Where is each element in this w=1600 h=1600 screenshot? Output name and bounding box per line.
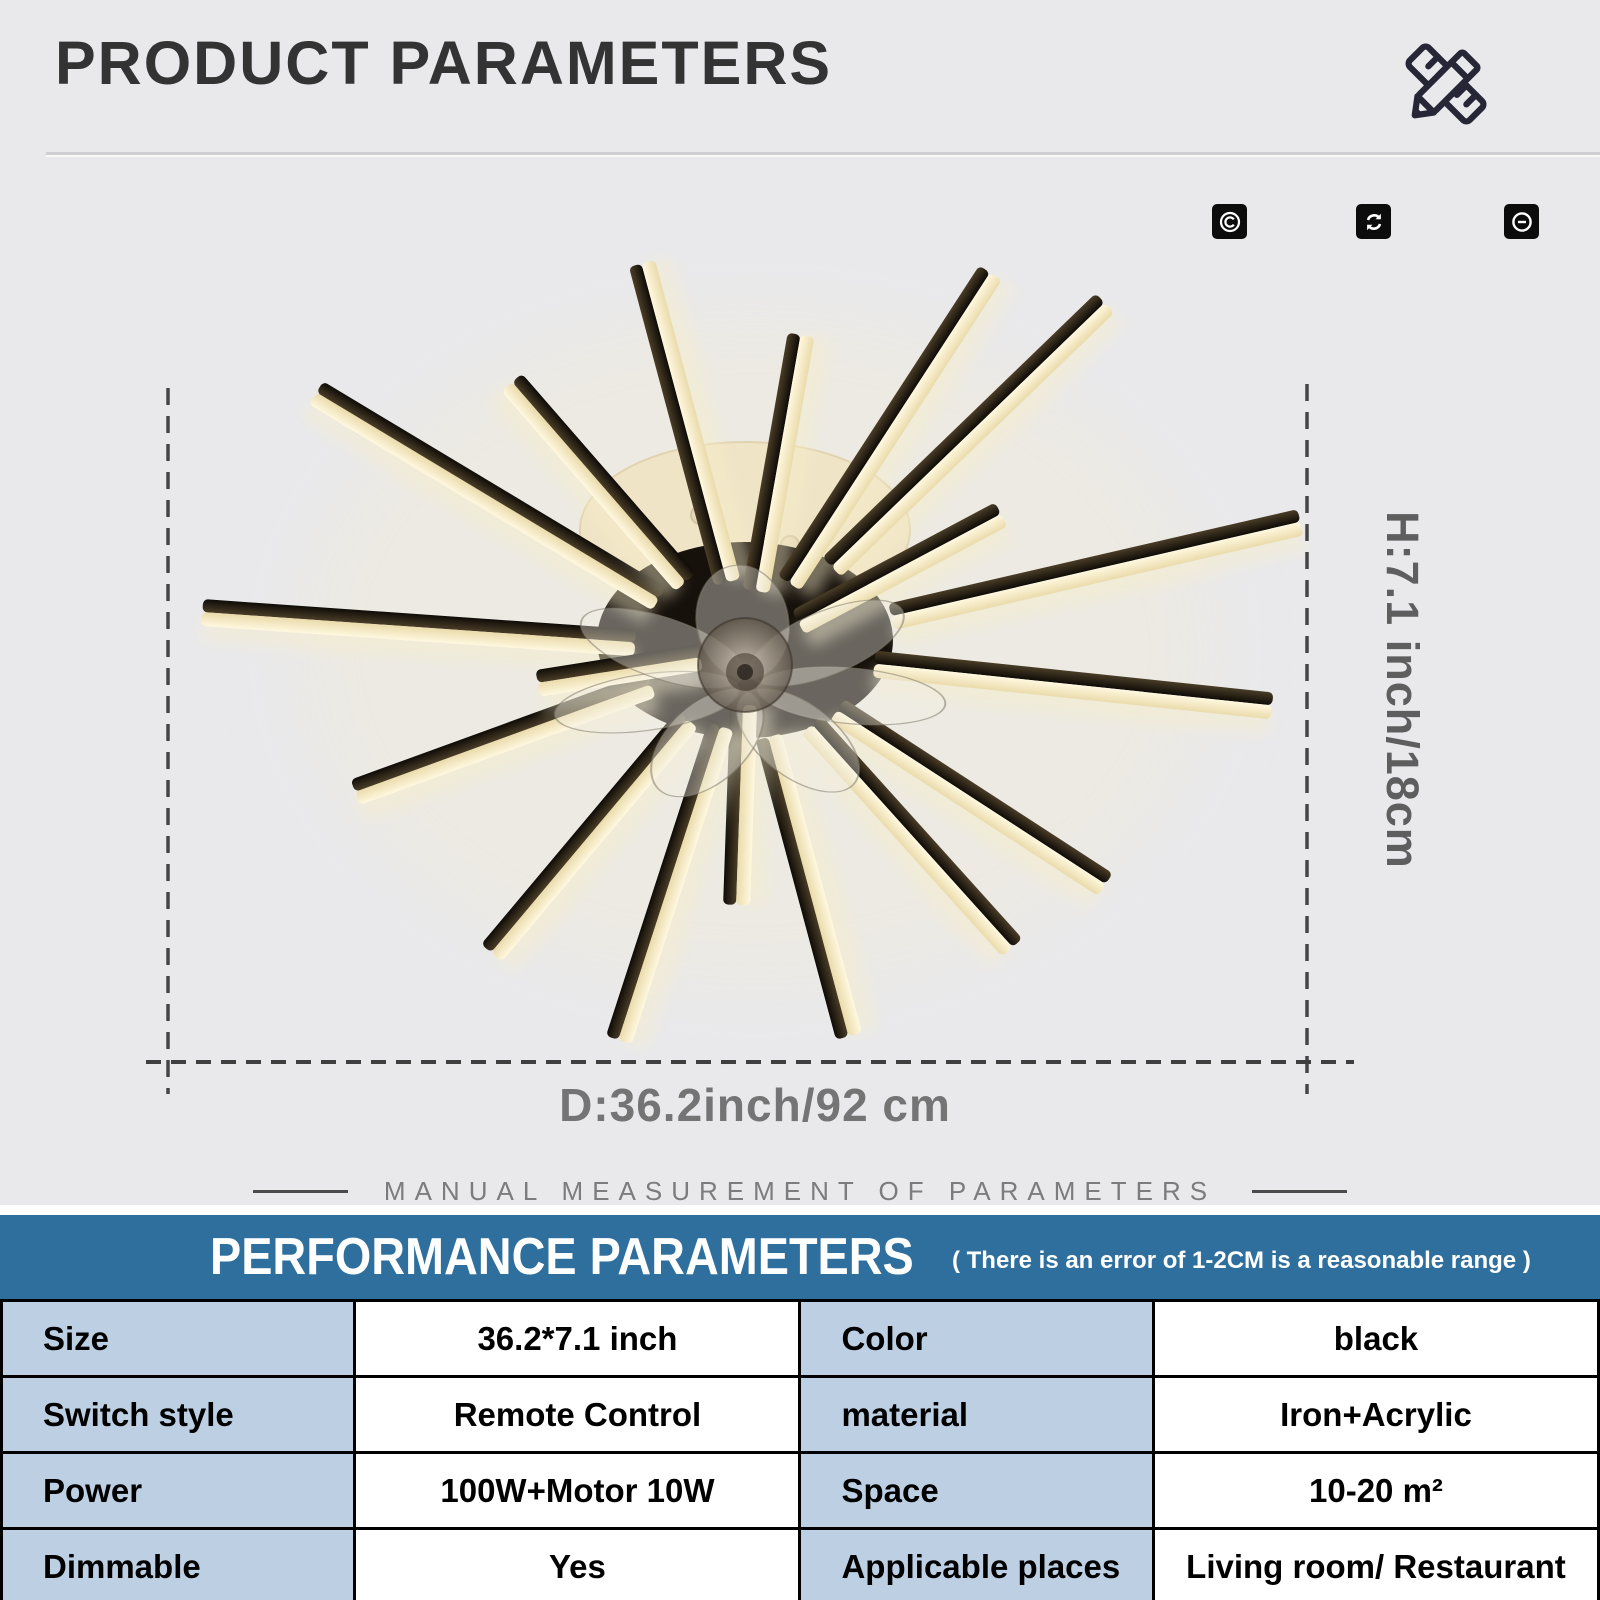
- table-row: Size 36.2*7.1 inch Color black: [0, 1299, 1600, 1378]
- ceiling-fan-product-image: [146, 256, 1354, 1094]
- circle-minus-icon: [1504, 204, 1539, 239]
- param-label-applicable-places: Applicable places: [798, 1527, 1155, 1600]
- pencil-ruler-icon: [1398, 36, 1494, 132]
- performance-title: PERFORMANCE PARAMETERS: [210, 1228, 914, 1286]
- section-gap: [0, 1205, 1600, 1215]
- table-row: Dimmable Yes Applicable places Living ro…: [0, 1527, 1600, 1600]
- note-rule-right: [1252, 1190, 1348, 1193]
- copyright-icon: [1212, 204, 1247, 239]
- param-label-power: Power: [0, 1451, 357, 1530]
- param-label-color: Color: [798, 1299, 1155, 1378]
- product-hero-section: PRODUCT PARAMETERS: [0, 0, 1600, 1207]
- header-divider: [46, 152, 1600, 155]
- badge-row: [0, 204, 1600, 240]
- param-value-size: 36.2*7.1 inch: [353, 1299, 802, 1378]
- measurement-note: MANUAL MEASUREMENT OF PARAMETERS: [383, 1176, 1217, 1206]
- tolerance-note: ( There is an error of 1-2CM is a reason…: [951, 1247, 1531, 1274]
- page-title: PRODUCT PARAMETERS: [55, 29, 833, 97]
- height-dimension-label: H:7.1 inch/18cm: [1377, 511, 1428, 869]
- hub-center-dot: [737, 664, 753, 680]
- param-label-dimmable: Dimmable: [0, 1527, 357, 1600]
- sync-arrows-icon: [1356, 204, 1391, 239]
- param-value-color: black: [1151, 1299, 1600, 1378]
- param-value-switch-style: Remote Control: [353, 1375, 802, 1454]
- param-label-size: Size: [0, 1299, 357, 1378]
- measurement-note-row: MANUAL MEASUREMENT OF PARAMETERS: [0, 1176, 1600, 1207]
- param-value-applicable-places: Living room/ Restaurant: [1151, 1527, 1600, 1600]
- table-row: Power 100W+Motor 10W Space 10-20 m²: [0, 1451, 1600, 1530]
- param-value-dimmable: Yes: [353, 1527, 802, 1600]
- performance-parameters-header: PERFORMANCE PARAMETERS ( There is an err…: [0, 1215, 1600, 1299]
- param-label-space: Space: [798, 1451, 1155, 1530]
- spec-table: Size 36.2*7.1 inch Color black Switch st…: [0, 1299, 1600, 1600]
- note-rule-left: [252, 1190, 348, 1193]
- param-label-switch-style: Switch style: [0, 1375, 357, 1454]
- param-value-space: 10-20 m²: [1151, 1451, 1600, 1530]
- diameter-dimension-label: D:36.2inch/92 cm: [559, 1079, 951, 1131]
- param-value-power: 100W+Motor 10W: [353, 1451, 802, 1530]
- param-label-material: material: [798, 1375, 1155, 1454]
- transparent-fan-blades: [553, 564, 947, 798]
- table-row: Switch style Remote Control material Iro…: [0, 1375, 1600, 1454]
- led-light-arms: [200, 256, 1307, 1048]
- param-value-material: Iron+Acrylic: [1151, 1375, 1600, 1454]
